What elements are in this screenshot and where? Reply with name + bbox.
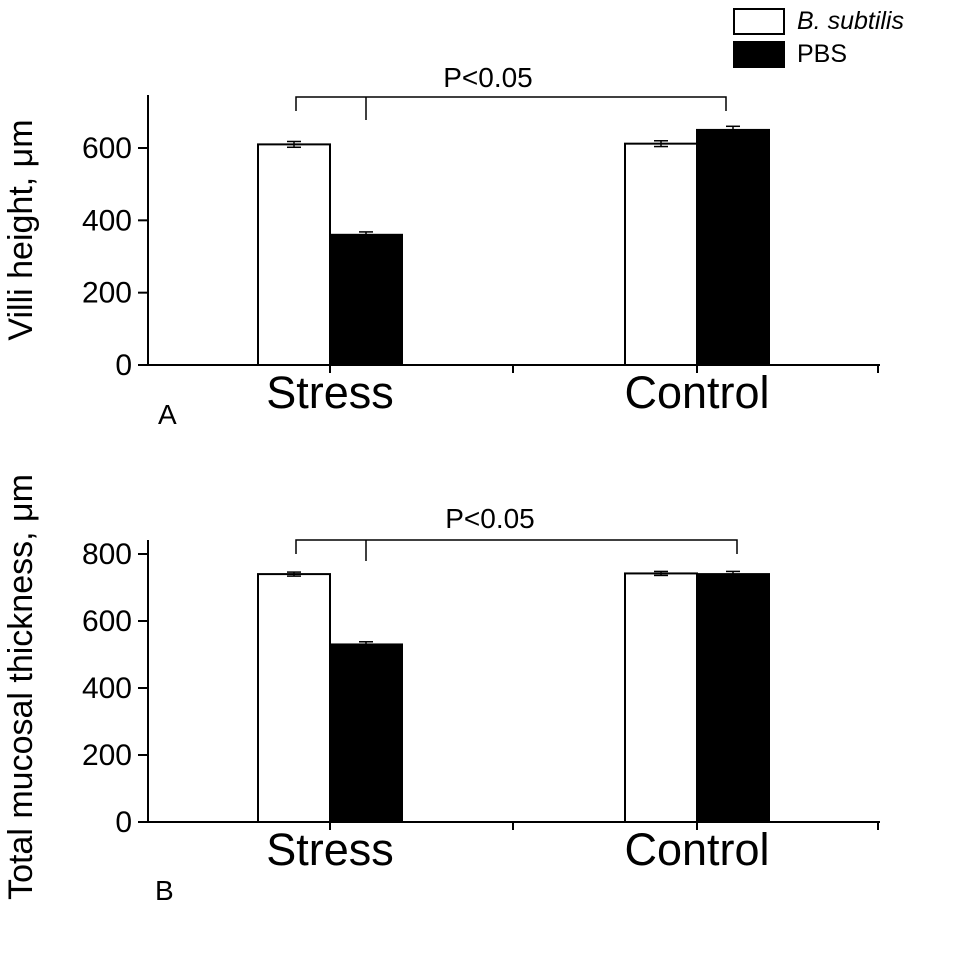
category-label-control: Control bbox=[624, 824, 769, 875]
significance-annotation: P<0.05 bbox=[445, 503, 535, 534]
y-tick-label: 200 bbox=[82, 277, 132, 310]
y-tick-label: 600 bbox=[82, 605, 132, 638]
panel-letter: A bbox=[158, 399, 177, 430]
bar-stress-b-subtilis bbox=[257, 143, 331, 366]
chart-svg-panel-b: 0 200 400 600 800 Stress Control P<0.05 B Total m… bbox=[2, 474, 880, 906]
bar-stress-pbs bbox=[329, 233, 403, 366]
significance-annotation: P<0.05 bbox=[443, 62, 533, 93]
significance-bracket bbox=[295, 96, 727, 111]
legend: B. subtilis PBS bbox=[733, 7, 904, 69]
chart-svg-panel-a: 0 200 400 600 Stress Control P<0.05 A Villi heig… bbox=[2, 62, 880, 430]
legend-item-pbs: PBS bbox=[733, 39, 904, 69]
category-label-stress: Stress bbox=[266, 824, 394, 875]
legend-swatch-b-subtilis bbox=[733, 8, 785, 36]
significance-bracket bbox=[295, 539, 738, 554]
bar-stress-pbs bbox=[329, 643, 403, 823]
y-tick-label: 0 bbox=[115, 806, 132, 839]
panel-a-chart: 0 200 400 600 Stress Control P<0.05 A Villi heig… bbox=[0, 0, 980, 450]
y-tick-label: 600 bbox=[82, 132, 132, 165]
y-tick-label: 400 bbox=[82, 672, 132, 705]
legend-label-b-subtilis: B. subtilis bbox=[797, 7, 904, 35]
bar-control-pbs bbox=[696, 573, 770, 823]
legend-item-b-subtilis: B. subtilis bbox=[733, 7, 904, 36]
panel-b-chart: 0 200 400 600 800 Stress Control P<0.05 B Total m… bbox=[0, 455, 980, 955]
bar-control-b-subtilis bbox=[624, 572, 698, 824]
category-label-control: Control bbox=[624, 367, 769, 418]
bar-stress-b-subtilis bbox=[257, 573, 331, 823]
y-tick-label: 0 bbox=[115, 349, 132, 382]
category-label-stress: Stress bbox=[266, 367, 394, 418]
y-axis-title: Total mucosal thickness, μm bbox=[2, 474, 40, 900]
bar-control-pbs bbox=[696, 128, 770, 366]
y-tick-label: 800 bbox=[82, 538, 132, 571]
panel-letter: B bbox=[155, 875, 174, 906]
legend-label-pbs: PBS bbox=[797, 39, 848, 68]
y-axis-title: Villi height, μm bbox=[2, 119, 40, 340]
y-tick-label: 200 bbox=[82, 739, 132, 772]
y-tick-label: 400 bbox=[82, 204, 132, 237]
legend-swatch-pbs bbox=[733, 40, 785, 68]
bar-control-b-subtilis bbox=[624, 142, 698, 366]
